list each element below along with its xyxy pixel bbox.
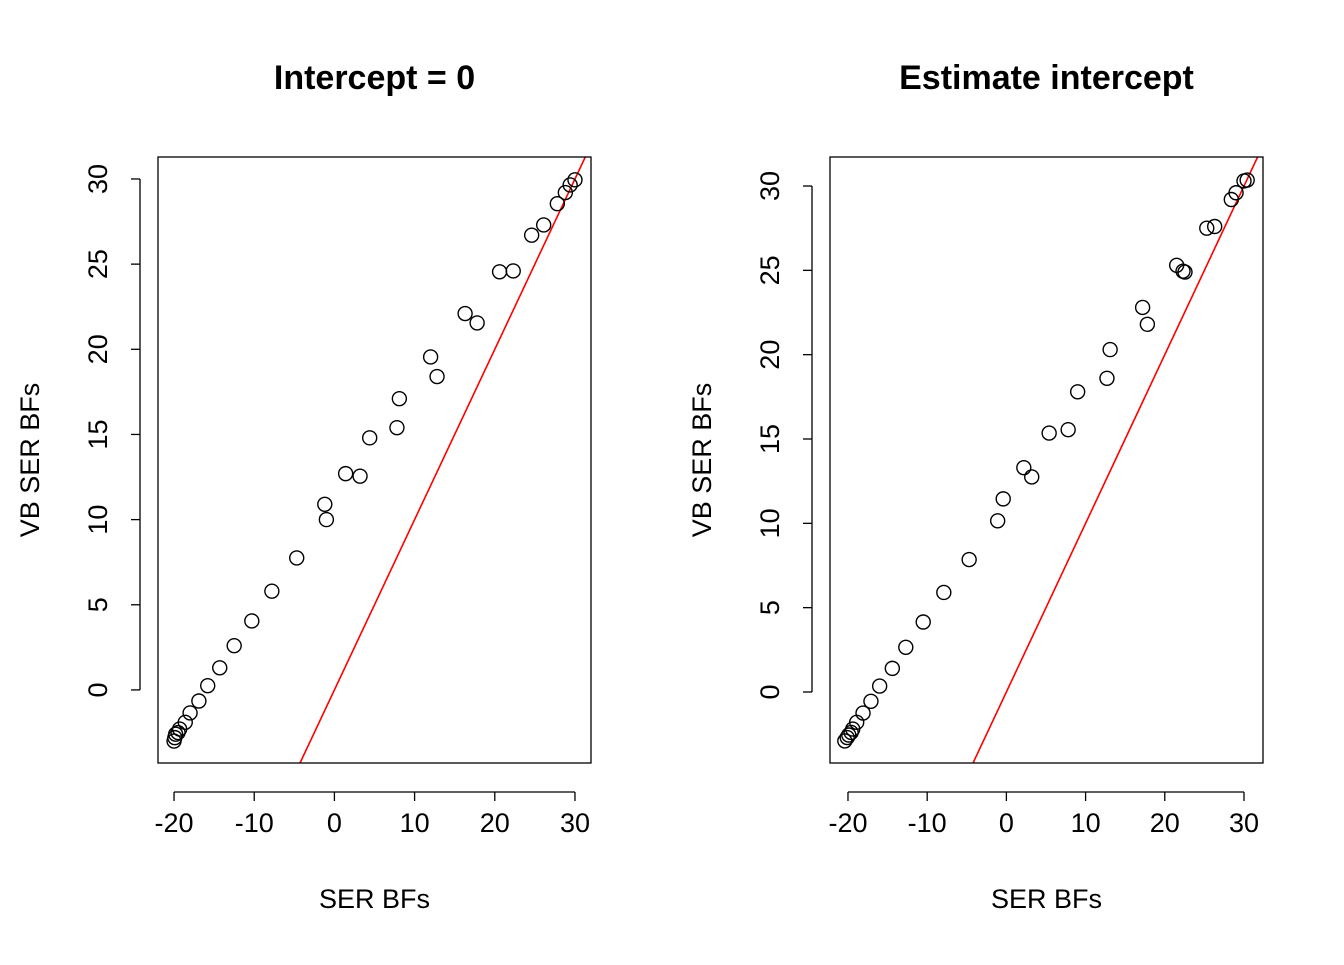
point xyxy=(1024,469,1040,485)
plot-box xyxy=(157,156,592,764)
point xyxy=(457,305,473,322)
y-tick-label: 25 xyxy=(83,249,113,279)
x-axis-label: SER BFs xyxy=(991,884,1102,914)
y-tick-label: 20 xyxy=(755,340,785,370)
x-tick-label: 30 xyxy=(1229,808,1259,838)
y-tick-label: 10 xyxy=(83,505,113,535)
reference-line xyxy=(972,157,1259,763)
point xyxy=(535,217,552,233)
point xyxy=(936,584,952,601)
point xyxy=(523,227,540,243)
point xyxy=(1134,299,1151,316)
point xyxy=(871,678,888,694)
point xyxy=(182,705,198,721)
x-tick-label: 0 xyxy=(327,808,342,838)
y-tick-label: 0 xyxy=(83,682,113,697)
y-tick-label: 5 xyxy=(755,600,785,615)
reference-line xyxy=(299,157,587,763)
y-tick-label: 20 xyxy=(83,334,113,364)
point xyxy=(557,184,574,201)
point xyxy=(989,513,1006,529)
chart-title: Estimate intercept xyxy=(899,59,1194,97)
point xyxy=(1199,220,1215,236)
x-tick-label: -20 xyxy=(828,808,867,838)
point xyxy=(1069,384,1086,400)
x-tick-label: -10 xyxy=(908,808,947,838)
x-tick-label: 20 xyxy=(480,808,510,838)
x-tick-label: -10 xyxy=(235,808,274,838)
point xyxy=(1102,341,1118,358)
point xyxy=(1228,185,1244,201)
point xyxy=(549,195,566,212)
point xyxy=(1016,459,1032,476)
point xyxy=(1239,172,1255,188)
plot-box xyxy=(829,156,1264,764)
point xyxy=(863,693,879,709)
point xyxy=(961,551,977,568)
point xyxy=(191,693,207,709)
y-tick-label: 25 xyxy=(755,255,785,285)
point xyxy=(212,660,228,676)
y-tick-label: 15 xyxy=(83,419,113,449)
point xyxy=(361,430,378,446)
x-tick-label: 20 xyxy=(1150,808,1180,838)
point xyxy=(562,177,578,193)
point xyxy=(567,172,583,188)
point xyxy=(226,637,242,654)
panel: Estimate intercept SER BFs VB SER BFs -20 -1… xyxy=(687,59,1264,914)
point xyxy=(915,614,931,630)
y-tick-label: 0 xyxy=(755,684,785,699)
x-axis-label: SER BFs xyxy=(319,884,430,914)
y-tick-label: 5 xyxy=(83,597,113,612)
point xyxy=(1177,264,1193,280)
point xyxy=(200,677,216,694)
y-tick-label: 30 xyxy=(83,164,113,194)
y-tick-label: 30 xyxy=(755,171,785,201)
x-tick-label: 30 xyxy=(560,808,590,838)
point xyxy=(264,583,280,599)
point xyxy=(1060,422,1076,438)
point xyxy=(505,263,521,279)
point xyxy=(839,729,855,746)
point xyxy=(898,639,914,655)
point xyxy=(422,349,439,365)
point xyxy=(167,726,184,742)
x-tick-label: -20 xyxy=(155,808,194,838)
x-tick-label: 10 xyxy=(1071,808,1101,838)
point xyxy=(995,491,1011,507)
panel: Intercept = 0 SER BFs VB SER BFs -20 -10 0 10 2… xyxy=(15,59,592,914)
point xyxy=(389,419,405,436)
point xyxy=(391,390,408,407)
point xyxy=(1099,370,1115,386)
point xyxy=(177,714,193,730)
point xyxy=(352,468,368,484)
point xyxy=(855,705,871,721)
y-tick-label: 10 xyxy=(755,508,785,538)
chart-title: Intercept = 0 xyxy=(274,59,475,97)
y-axis-label: VB SER BFs xyxy=(15,383,45,538)
point xyxy=(469,315,485,331)
point xyxy=(289,550,305,566)
y-axis-label: VB SER BFs xyxy=(687,383,717,538)
point xyxy=(1206,218,1223,235)
point xyxy=(337,465,354,482)
x-tick-label: 0 xyxy=(999,808,1014,838)
point xyxy=(491,264,508,280)
x-tick-label: 10 xyxy=(400,808,430,838)
point xyxy=(884,660,901,677)
point xyxy=(318,511,335,528)
point xyxy=(1041,425,1057,441)
point xyxy=(1139,316,1156,333)
y-tick-label: 15 xyxy=(755,424,785,454)
point xyxy=(429,368,445,385)
point xyxy=(244,613,260,629)
point xyxy=(317,496,333,512)
